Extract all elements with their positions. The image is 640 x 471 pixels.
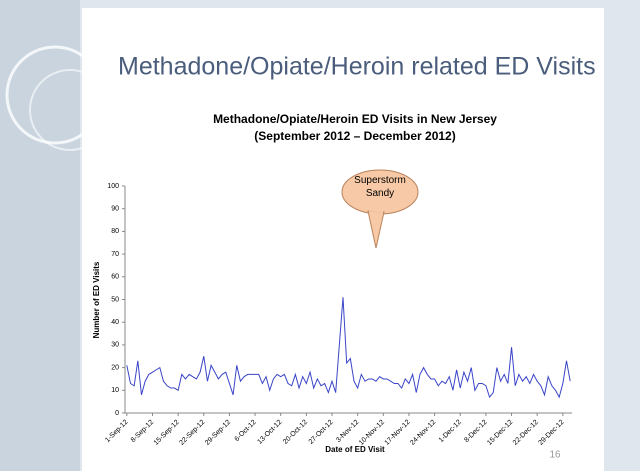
left-band — [0, 0, 80, 471]
page-number: 16 — [549, 450, 561, 461]
y-tick-label: 20 — [111, 364, 119, 371]
y-axis-label: Number of ED Visits — [92, 261, 101, 338]
y-tick-label: 0 — [115, 410, 119, 417]
chart-title: Methadone/Opiate/Heroin ED Visits in New… — [213, 112, 497, 126]
y-tick-label: 60 — [111, 274, 119, 281]
y-tick-label: 10 — [111, 387, 119, 394]
chart-subtitle: (September 2012 – December 2012) — [254, 129, 455, 143]
callout-joint — [368, 208, 384, 213]
y-tick-label: 80 — [111, 228, 119, 235]
slide-title: Methadone/Opiate/Heroin related ED Visit… — [118, 53, 596, 81]
x-axis-label: Date of ED Visit — [325, 445, 385, 454]
annotation: Superstorm Sandy — [354, 175, 406, 199]
y-tick-label: 100 — [107, 183, 119, 190]
y-tick-label: 30 — [111, 342, 119, 349]
data-line — [126, 297, 571, 399]
y-tick-label: 40 — [111, 319, 119, 326]
y-tick-label: 90 — [111, 206, 119, 213]
y-tick-label: 50 — [111, 296, 119, 303]
y-tick-label: 70 — [111, 251, 119, 258]
slide-body — [82, 8, 604, 471]
